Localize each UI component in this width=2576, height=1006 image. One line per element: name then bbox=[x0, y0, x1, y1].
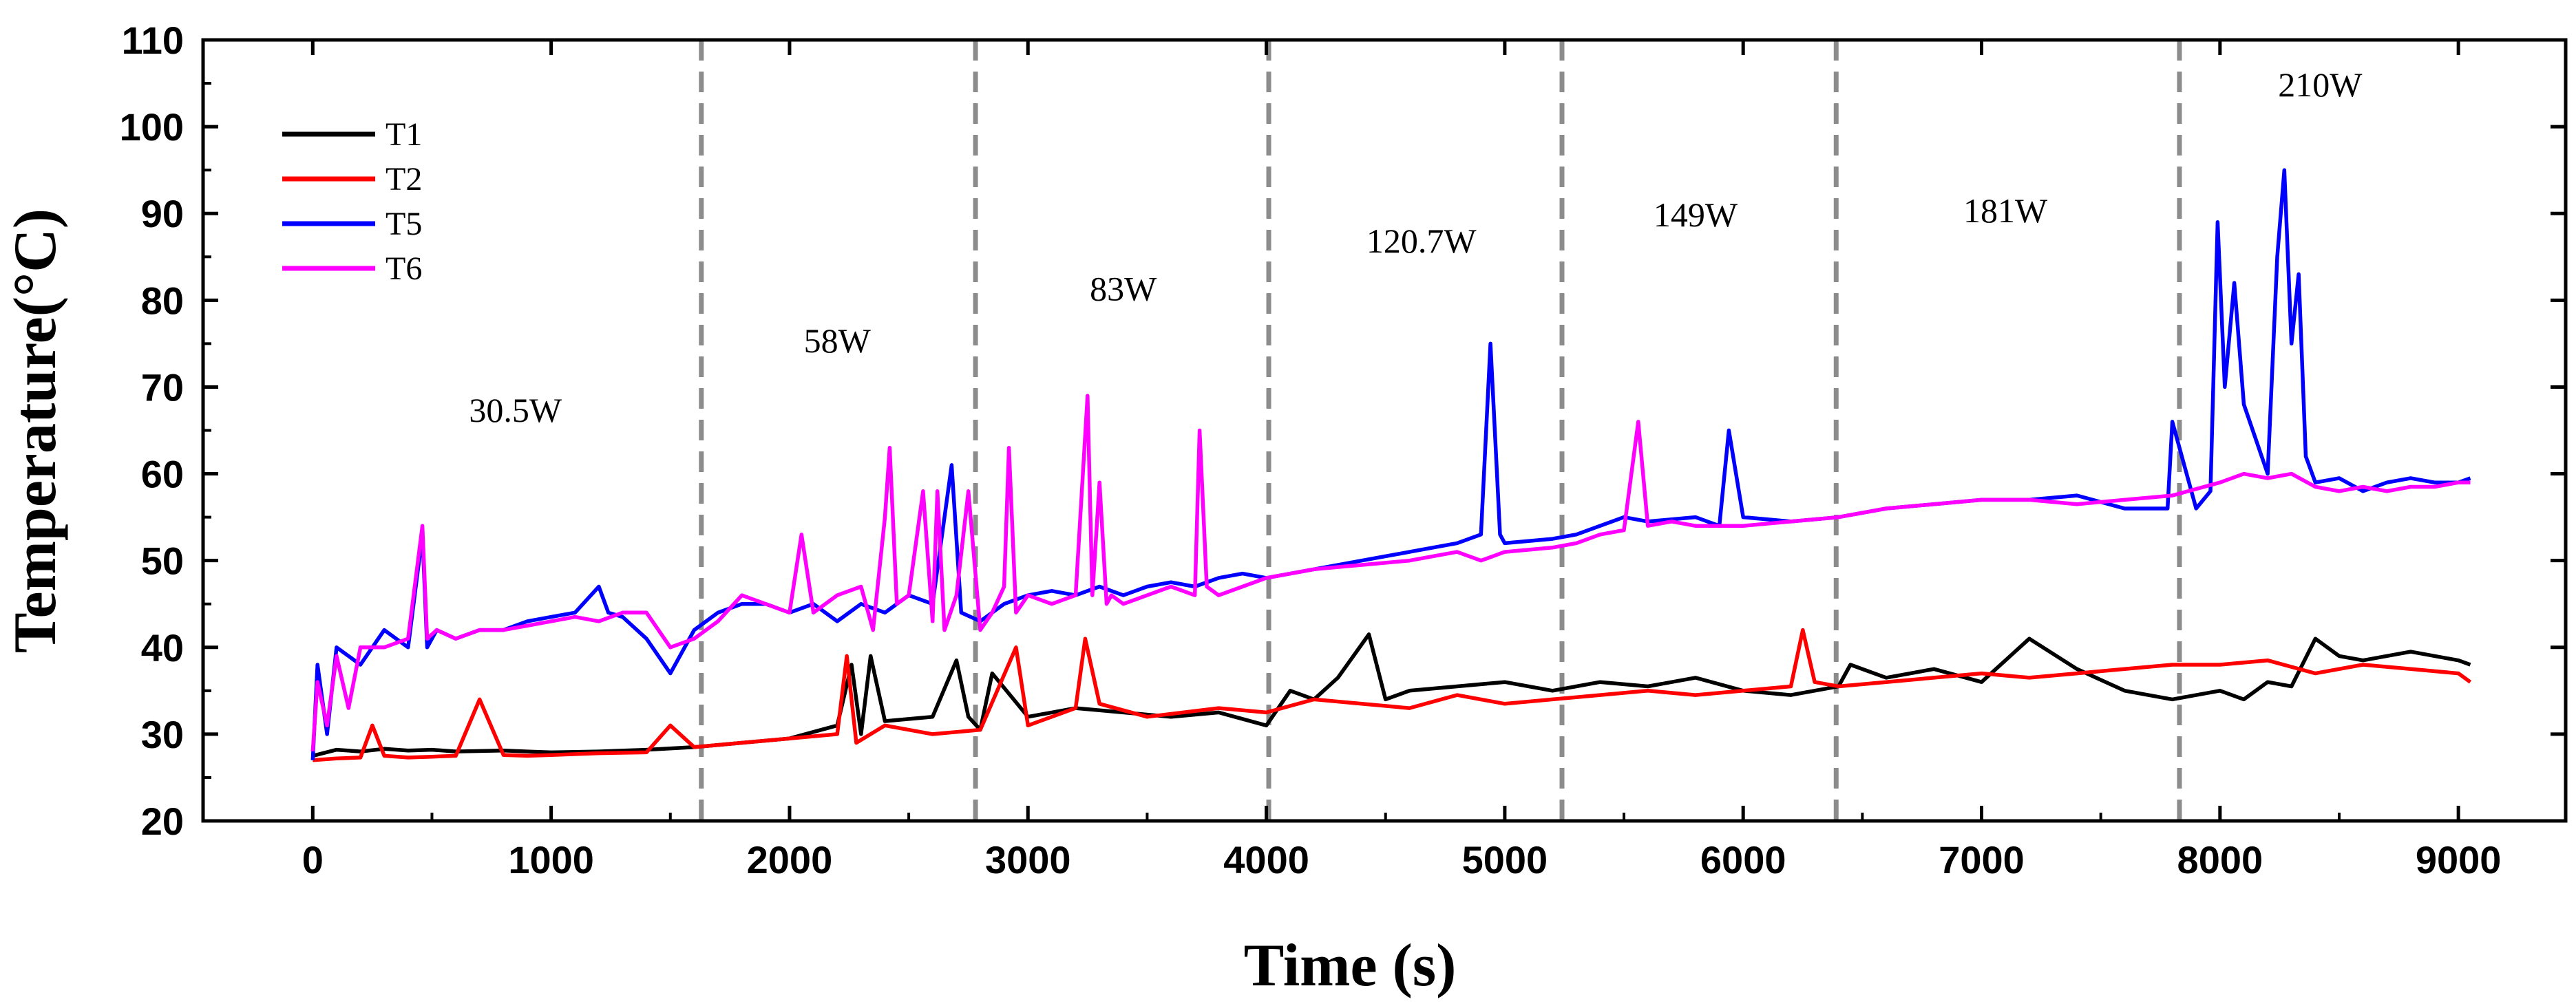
x-tick-label: 3000 bbox=[985, 838, 1071, 881]
power-label-3: 83W bbox=[1090, 269, 1157, 308]
x-tick-label: 5000 bbox=[1462, 838, 1548, 881]
x-tick-label: 4000 bbox=[1223, 838, 1309, 881]
x-axis-ticks: 0 1000 2000 3000 4000 5000 6000 7000 8000 9000 bbox=[302, 40, 2502, 881]
power-labels: 30.5W 58W 83W 120.7W 149W 181W 210W bbox=[469, 65, 2363, 429]
y-tick-label: 70 bbox=[141, 365, 184, 409]
x-tick-label: 6000 bbox=[1700, 838, 1786, 881]
y-tick-label: 110 bbox=[122, 19, 184, 62]
y-tick-label: 100 bbox=[120, 105, 184, 149]
power-label-7: 210W bbox=[2278, 65, 2363, 104]
power-label-2: 58W bbox=[804, 321, 872, 360]
y-tick-label: 30 bbox=[141, 713, 184, 756]
legend-label-t5: T5 bbox=[386, 206, 422, 242]
legend-label-t2: T2 bbox=[386, 161, 422, 197]
y-tick-label: 40 bbox=[141, 626, 184, 670]
y-tick-label: 90 bbox=[141, 192, 184, 235]
legend-label-t1: T1 bbox=[386, 116, 422, 153]
y-tick-label: 60 bbox=[141, 453, 184, 496]
x-tick-label: 1000 bbox=[508, 838, 594, 881]
power-dividers bbox=[699, 40, 2182, 821]
power-label-1: 30.5W bbox=[469, 391, 562, 429]
legend-label-t6: T6 bbox=[386, 250, 422, 287]
series-line-t1 bbox=[312, 632, 2471, 758]
x-tick-label: 2000 bbox=[747, 838, 833, 881]
y-axis-ticks: 20 30 40 50 60 70 80 90 100 110 bbox=[120, 19, 2566, 843]
legend: T1 T2 T5 T6 bbox=[282, 116, 422, 287]
y-tick-label: 80 bbox=[141, 279, 184, 322]
power-label-6: 181W bbox=[1963, 191, 2048, 230]
x-axis-title: Time (s) bbox=[1244, 932, 1457, 999]
y-tick-label: 50 bbox=[141, 539, 184, 583]
x-tick-label: 9000 bbox=[2416, 838, 2502, 881]
x-tick-label: 8000 bbox=[2177, 838, 2263, 881]
y-tick-label: 20 bbox=[141, 800, 184, 843]
power-label-4: 120.7W bbox=[1366, 222, 1477, 260]
power-label-5: 149W bbox=[1654, 195, 1738, 234]
series-line-t6 bbox=[310, 394, 2471, 752]
x-tick-label: 7000 bbox=[1939, 838, 2025, 881]
y-axis-title: Temperature(°C) bbox=[2, 208, 69, 653]
series-line-t2 bbox=[313, 628, 2472, 762]
x-tick-label: 0 bbox=[302, 838, 324, 881]
series-layer bbox=[310, 168, 2472, 762]
